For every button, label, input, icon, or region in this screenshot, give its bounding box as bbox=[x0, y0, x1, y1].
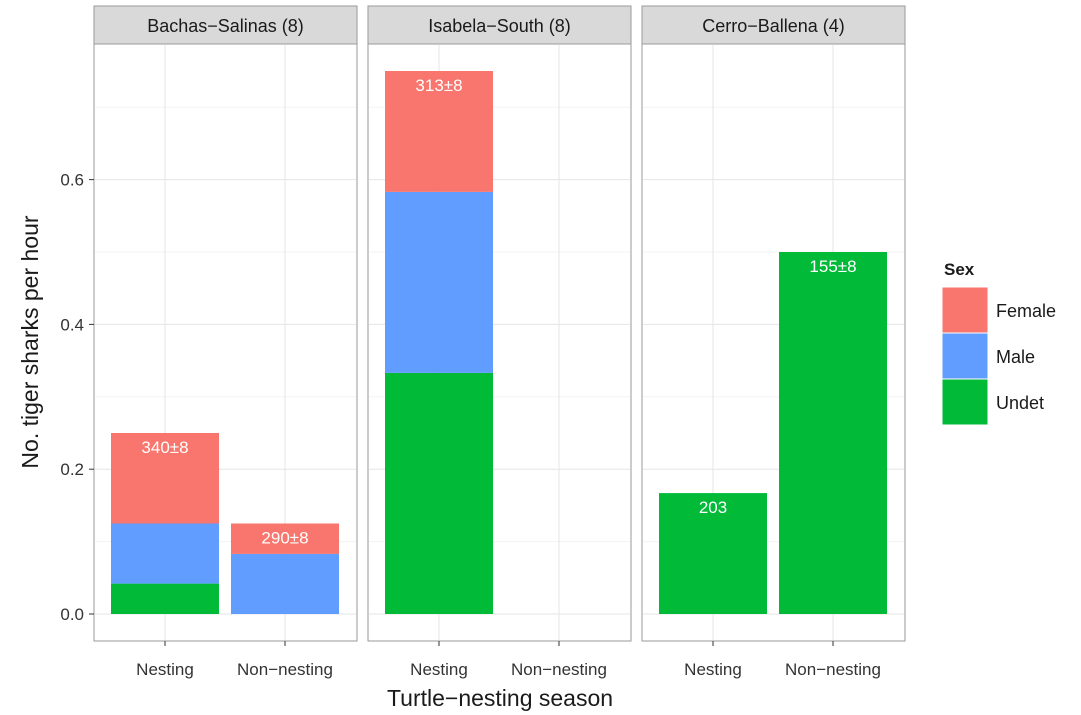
legend-label: Female bbox=[996, 301, 1056, 321]
y-axis: 0.0 0.2 0.4 0.6 bbox=[60, 171, 94, 624]
legend-key-female bbox=[941, 286, 989, 334]
x-tick-label: Non−nesting bbox=[511, 660, 607, 679]
bar-segment-female bbox=[385, 71, 493, 192]
bar-segment-male bbox=[385, 191, 493, 373]
bar-data-label: 340±8 bbox=[141, 438, 188, 457]
facet-panels: Bachas−Salinas (8) 340±8 290±8 Nesting Non−n… bbox=[93, 5, 906, 679]
bar-data-label: 203 bbox=[699, 498, 727, 517]
facet-title: Cerro−Ballena (4) bbox=[702, 16, 845, 36]
legend-label: Undet bbox=[996, 393, 1044, 413]
bar-data-label: 313±8 bbox=[415, 76, 462, 95]
y-tick-label: 0.6 bbox=[60, 171, 84, 190]
x-tick-label: Non−nesting bbox=[785, 660, 881, 679]
y-axis-title: No. tiger sharks per hour bbox=[17, 215, 43, 468]
y-tick-label: 0.4 bbox=[60, 315, 84, 334]
facet-title: Isabela−South (8) bbox=[428, 16, 571, 36]
bar-segment-undet bbox=[659, 493, 767, 614]
x-tick-label: Nesting bbox=[136, 660, 194, 679]
bar-segment-male bbox=[111, 523, 219, 584]
legend-label: Male bbox=[996, 347, 1035, 367]
facet-panel: Cerro−Ballena (4) 203 155±8 Nesting Non−nest… bbox=[641, 5, 906, 679]
facet-title: Bachas−Salinas (8) bbox=[147, 16, 304, 36]
x-tick-label: Nesting bbox=[410, 660, 468, 679]
bar-segment-undet bbox=[385, 372, 493, 614]
x-tick-label: Nesting bbox=[684, 660, 742, 679]
bar-segment-male bbox=[231, 553, 339, 614]
x-axis-title: Turtle−nesting season bbox=[387, 685, 613, 711]
bar-data-label: 290±8 bbox=[261, 529, 308, 548]
bar-segment-female bbox=[111, 433, 219, 524]
facet-strip bbox=[93, 5, 358, 45]
facet-strip bbox=[641, 5, 906, 45]
y-tick-label: 0.0 bbox=[60, 605, 84, 624]
facet-panel: Bachas−Salinas (8) 340±8 290±8 Nesting Non−n… bbox=[93, 5, 358, 679]
bar-segment-undet bbox=[779, 252, 887, 614]
facet-strip bbox=[367, 5, 632, 45]
facet-panel: Isabela−South (8) 313±8 Nesting Non−nesting bbox=[367, 5, 632, 679]
legend-key-male bbox=[941, 332, 989, 380]
bar-segment-female bbox=[231, 523, 339, 554]
legend: Sex Female Male Undet bbox=[941, 260, 1056, 426]
bar-segment-undet bbox=[111, 583, 219, 614]
bar-data-label: 155±8 bbox=[809, 257, 856, 276]
y-tick-label: 0.2 bbox=[60, 460, 84, 479]
legend-key-undet bbox=[941, 378, 989, 426]
legend-title: Sex bbox=[944, 260, 975, 279]
x-tick-label: Non−nesting bbox=[237, 660, 333, 679]
